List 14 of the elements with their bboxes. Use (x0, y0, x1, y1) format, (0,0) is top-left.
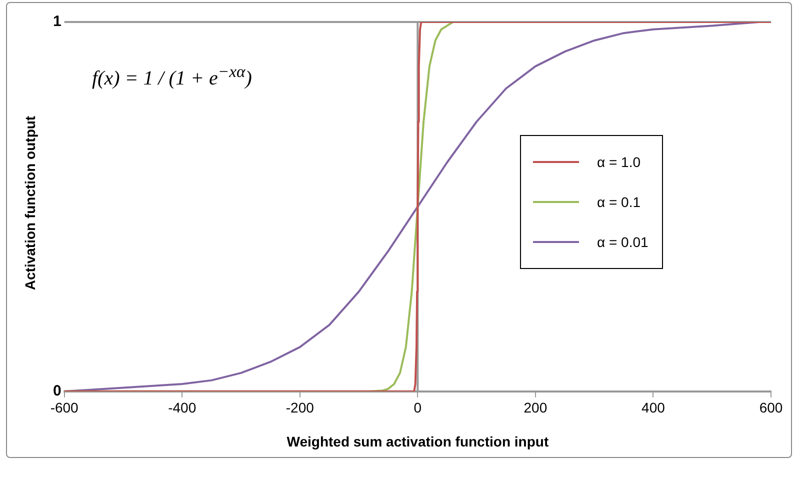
x-tick-label: 400 (642, 400, 666, 416)
x-tick-label: -400 (168, 400, 196, 416)
annotation: f(x) = 1 / (1 + e$^{−xα}$) (92, 62, 252, 91)
y-axis-title: Activation function output (22, 116, 38, 290)
y-tick-label: 1 (53, 13, 62, 30)
legend-label: α = 1.0 (597, 154, 641, 170)
x-tick-label: -600 (50, 400, 79, 416)
x-tick-label: 0 (414, 400, 422, 416)
x-axis-title: Weighted sum activation function input (286, 433, 549, 450)
legend-label: α = 0.1 (597, 194, 641, 210)
x-tick-label: 200 (524, 400, 548, 416)
legend-label: α = 0.01 (597, 234, 648, 250)
x-tick-label: -200 (286, 400, 314, 416)
x-tick-label: 600 (759, 400, 783, 416)
